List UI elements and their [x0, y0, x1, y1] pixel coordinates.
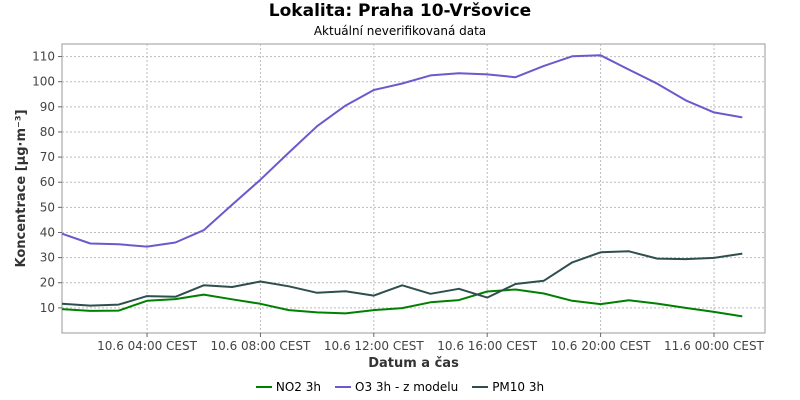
legend: NO2 3h O3 3h - z modelu PM10 3h: [0, 380, 800, 394]
chart-title: Lokalita: Praha 10-Vršovice: [268, 1, 532, 21]
legend-swatch: [335, 386, 351, 388]
y-tick-label: 110: [32, 50, 55, 64]
legend-item: NO2 3h: [255, 380, 321, 394]
legend-label: O3 3h - z modelu: [355, 380, 459, 394]
chart-subtitle: Aktuální neverifikovaná data: [313, 24, 487, 38]
y-tick-label: 70: [40, 150, 55, 164]
x-tick-label: 10.6 04:00 CEST: [97, 339, 198, 353]
legend-item: PM10 3h: [472, 380, 544, 394]
legend-swatch: [472, 386, 489, 388]
plot-area: [61, 43, 766, 334]
grid: [62, 44, 765, 333]
y-tick-label: 10: [40, 301, 55, 315]
series-line-1: [61, 54, 743, 248]
series-lines: [61, 54, 743, 318]
y-tick-label: 30: [40, 251, 55, 265]
y-axis-label: Koncentrace [µg·m⁻³]: [14, 109, 29, 267]
y-tick-label: 80: [40, 125, 55, 139]
legend-label: PM10 3h: [492, 380, 545, 394]
series-line-2: [61, 250, 743, 307]
x-tick-label: 11.6 00:00 CEST: [664, 339, 765, 353]
x-tick-label: 10.6 16:00 CEST: [437, 339, 538, 353]
series-line-0: [61, 288, 743, 318]
legend-item: O3 3h - z modelu: [335, 380, 458, 394]
y-tick-label: 40: [40, 225, 55, 239]
y-tick-label: 90: [40, 100, 55, 114]
x-axis-label: Datum a čas: [368, 356, 459, 371]
x-tick-label: 10.6 08:00 CEST: [211, 339, 312, 353]
y-tick-label: 60: [40, 175, 55, 189]
y-tick-label: 50: [40, 200, 55, 214]
legend-swatch: [255, 386, 272, 388]
y-tick-label: 20: [40, 276, 55, 290]
y-tick-label: 100: [32, 75, 55, 89]
axis-ticks: 10 20 30 40 50 60 70 80 90 100 110 10.6 04:00 CEST 1…: [32, 50, 764, 353]
x-tick-label: 10.6 12:00 CEST: [324, 339, 425, 353]
x-tick-label: 10.6 20:00 CEST: [551, 339, 652, 353]
legend-label: NO2 3h: [275, 380, 321, 394]
